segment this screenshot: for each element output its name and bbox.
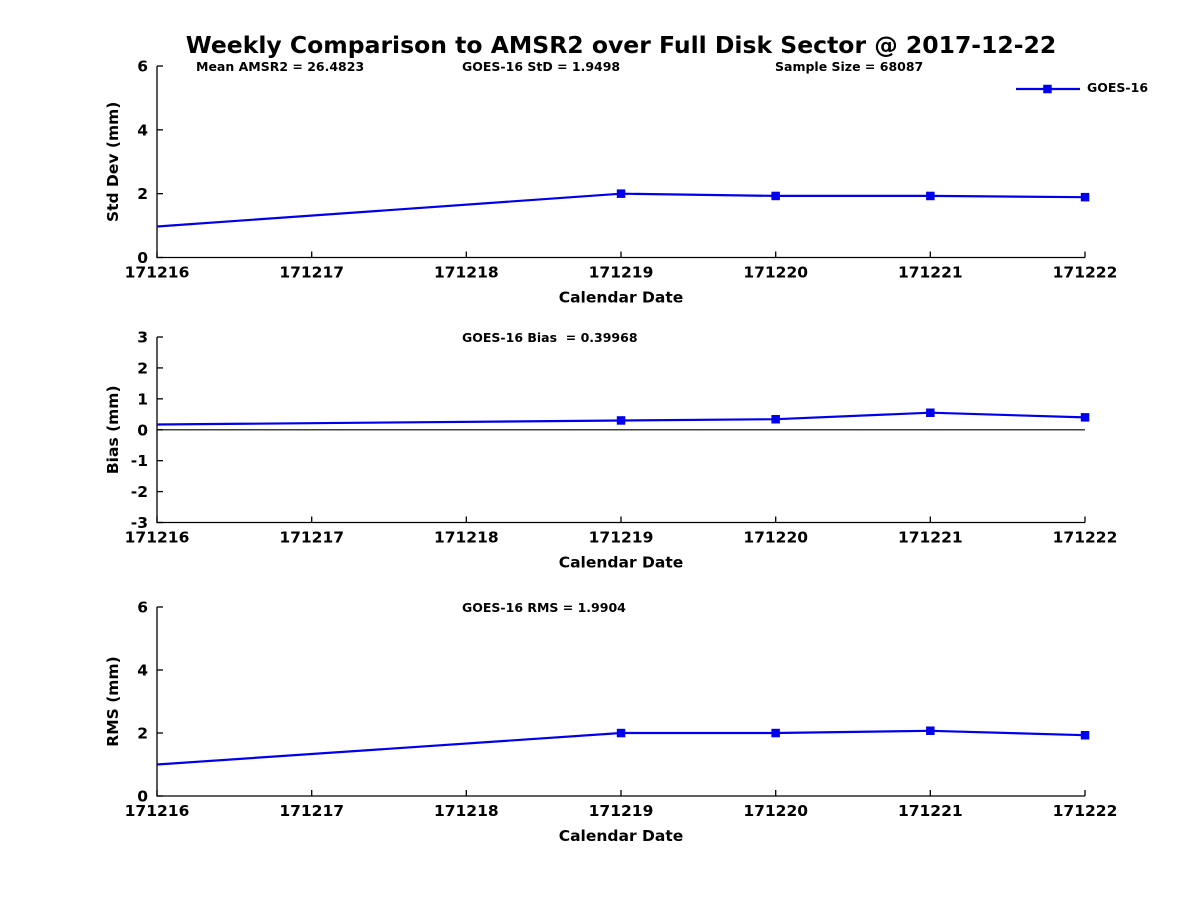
x-tick-label: 171219 xyxy=(589,529,654,547)
stat-annotation: GOES-16 StD = 1.9498 xyxy=(462,59,620,74)
x-tick-label: 171220 xyxy=(743,802,808,820)
figure-title: Weekly Comparison to AMSR2 over Full Dis… xyxy=(185,31,1057,59)
x-tick-label: 171222 xyxy=(1053,802,1118,820)
series-marker xyxy=(771,191,780,201)
x-tick-label: 171217 xyxy=(279,529,344,547)
series-marker xyxy=(926,191,935,201)
x-tick-label: 171216 xyxy=(125,802,190,820)
series-marker xyxy=(1080,413,1090,422)
y-tick-label: 1 xyxy=(137,390,148,408)
x-tick-label: 171218 xyxy=(434,264,499,282)
y-tick-label: 6 xyxy=(137,58,148,76)
x-tick-label: 171220 xyxy=(743,529,808,547)
series-marker xyxy=(926,408,935,417)
stat-annotation: Sample Size = 68087 xyxy=(775,59,923,74)
x-tick-label: 171222 xyxy=(1053,529,1118,547)
x-tick-label: 171219 xyxy=(589,264,654,282)
subplot-rms: 0 2 4 6 171216 171217 171218 171219 171220 171221… xyxy=(104,599,1117,846)
legend: GOES-16 xyxy=(1016,80,1148,97)
stat-annotation: GOES-16 RMS = 1.9904 xyxy=(462,600,626,615)
y-axis-label: RMS (mm) xyxy=(104,656,122,746)
x-tick-label: 171222 xyxy=(1053,264,1118,282)
x-axis-label: Calendar Date xyxy=(559,554,684,572)
y-tick-label: -3 xyxy=(131,514,148,532)
series-marker xyxy=(616,189,626,198)
y-tick-label: 4 xyxy=(137,121,148,139)
series-marker xyxy=(616,416,626,425)
x-tick-label: 171217 xyxy=(279,264,344,282)
x-tick-label: 171221 xyxy=(898,264,963,282)
x-tick-label: 171221 xyxy=(898,802,963,820)
y-tick-label: -2 xyxy=(131,483,148,501)
subplot-std-dev: 0 2 4 6 171216 171217 171218 171219 171220 171221… xyxy=(104,58,1117,307)
x-tick-label: 171217 xyxy=(279,802,344,820)
stat-annotation: Mean AMSR2 = 26.4823 xyxy=(196,59,364,74)
legend-line-marker-icon xyxy=(1016,84,1080,93)
x-tick-label: 171221 xyxy=(898,529,963,547)
x-tick-label: 171218 xyxy=(434,529,499,547)
legend-series-label: GOES-16 xyxy=(1087,80,1149,96)
y-tick-label: 0 xyxy=(137,421,148,439)
x-tick-label: 171216 xyxy=(125,529,190,547)
y-tick-label: 3 xyxy=(137,329,148,347)
y-tick-label: 0 xyxy=(137,249,148,267)
x-tick-label: 171216 xyxy=(125,264,190,282)
stat-annotation: GOES-16 Bias = 0.39968 xyxy=(462,330,638,345)
y-tick-label: 2 xyxy=(137,185,148,203)
y-tick-label: 2 xyxy=(137,725,148,743)
y-tick-label: 0 xyxy=(137,788,148,806)
series-line xyxy=(156,192,1086,228)
axis-spines xyxy=(156,66,1085,259)
series-marker xyxy=(771,415,780,424)
x-axis-label: Calendar Date xyxy=(559,827,684,845)
y-tick-label: -1 xyxy=(131,452,148,470)
series-marker xyxy=(616,728,626,738)
y-axis-label: Bias (mm) xyxy=(104,385,122,474)
x-tick-label: 171219 xyxy=(589,802,654,820)
y-tick-label: 4 xyxy=(137,662,148,680)
y-tick-label: 2 xyxy=(137,359,148,377)
x-axis-label: Calendar Date xyxy=(559,289,684,307)
y-axis-label: Std Dev (mm) xyxy=(104,102,122,222)
x-tick-label: 171220 xyxy=(743,264,808,282)
axis-spines xyxy=(156,607,1085,797)
series-marker xyxy=(771,728,780,738)
y-tick-label: 6 xyxy=(137,599,148,617)
series-marker xyxy=(1080,731,1090,740)
x-tick-label: 171218 xyxy=(434,802,499,820)
series-marker xyxy=(1080,192,1090,202)
series-marker xyxy=(926,726,935,735)
